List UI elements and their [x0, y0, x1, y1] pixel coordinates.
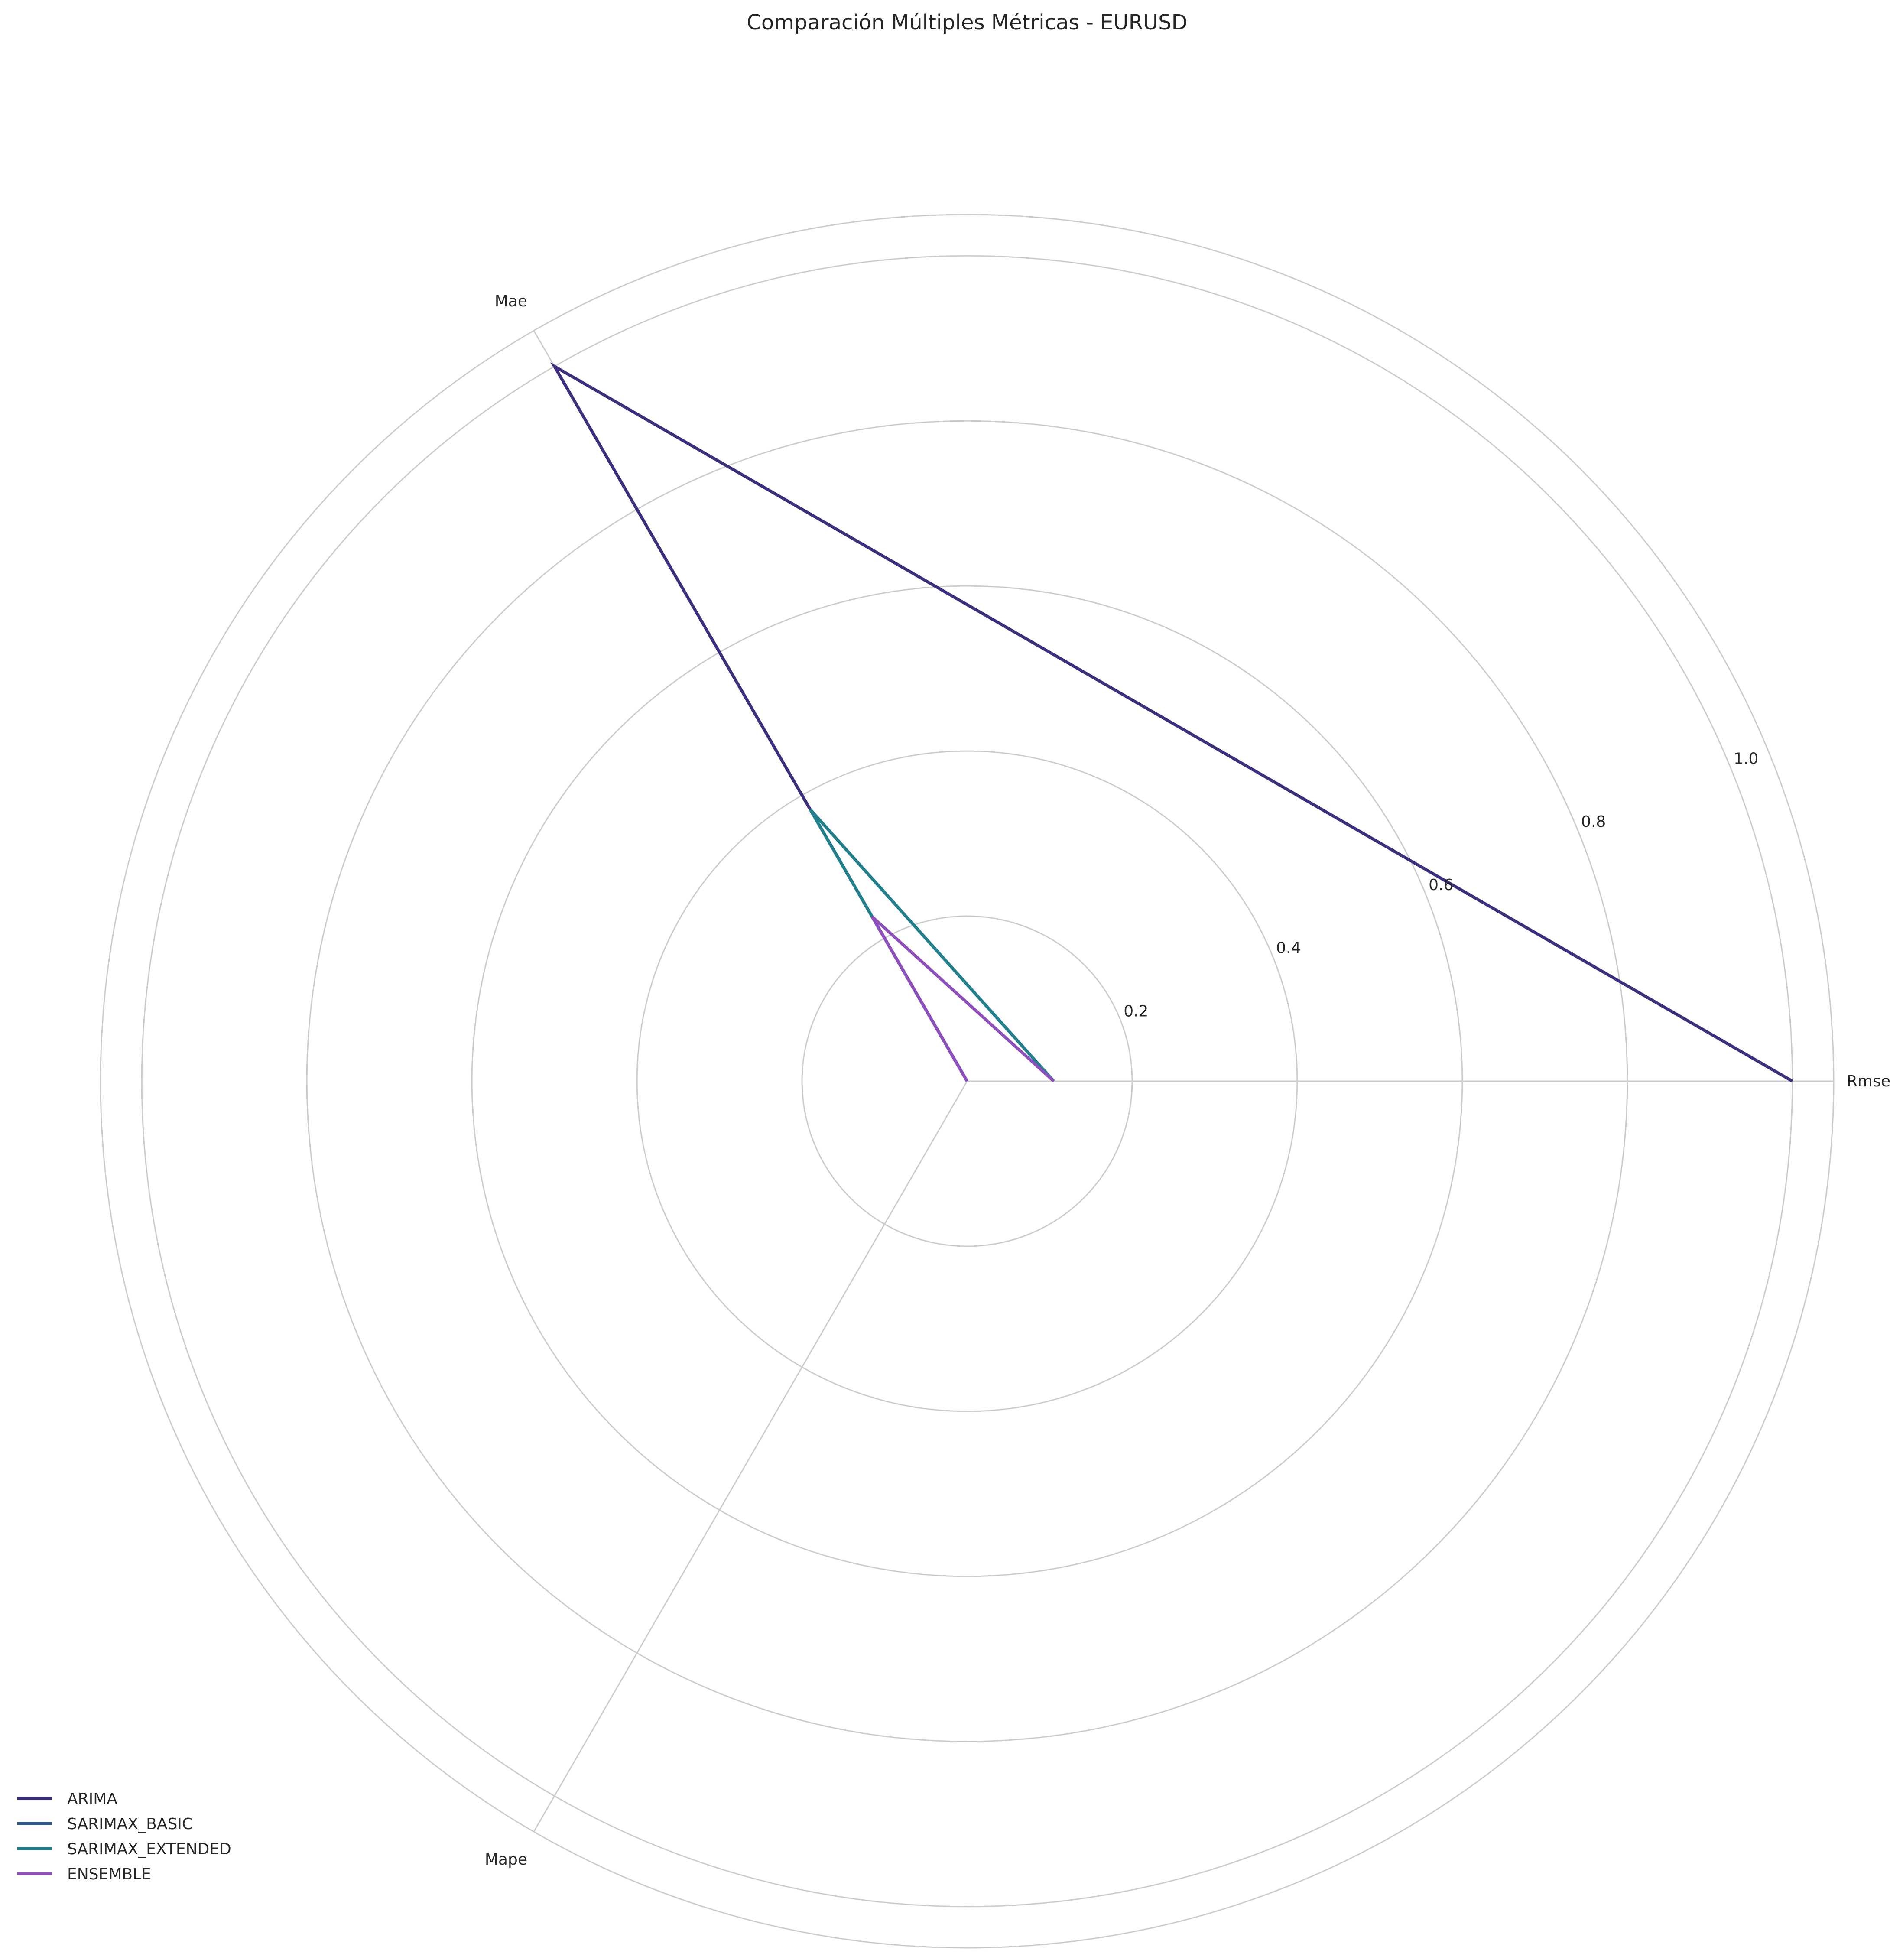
series-ensemble: [870, 916, 1055, 1082]
tick-label-0.4: 0.4: [1276, 939, 1301, 957]
tick-label-0.8: 0.8: [1581, 813, 1606, 831]
chart-title: Comparación Múltiples Métricas - EURUSD: [747, 10, 1187, 35]
axis-label-mae: Mae: [495, 293, 527, 310]
legend-label-arima: ARIMA: [67, 1790, 117, 1808]
axis-label-mape: Mape: [485, 1851, 527, 1869]
legend: ARIMA SARIMAX_BASIC SARIMAX_EXTENDED ENSEMB…: [17, 1790, 231, 1883]
tick-label-0.6: 0.6: [1429, 876, 1453, 894]
series-sarimax-extended: [809, 808, 1055, 1082]
legend-label-ensemble: ENSEMBLE: [67, 1866, 151, 1883]
tick-label-1.0: 1.0: [1734, 750, 1758, 767]
radial-ticks: 0.2 0.4 0.6 0.8 1.0: [1124, 750, 1758, 1020]
series-group: [550, 362, 1793, 1083]
legend-label-sarimax-basic: SARIMAX_BASIC: [67, 1815, 193, 1833]
axis-label-rmse: Rmse: [1847, 1073, 1890, 1090]
tick-label-0.2: 0.2: [1124, 1002, 1148, 1020]
legend-label-sarimax-extended: SARIMAX_EXTENDED: [67, 1840, 231, 1858]
series-arima: [550, 362, 1793, 1083]
axis-labels: Rmse Mae Mape: [485, 293, 1890, 1869]
spoke-mape: [533, 1081, 968, 1832]
